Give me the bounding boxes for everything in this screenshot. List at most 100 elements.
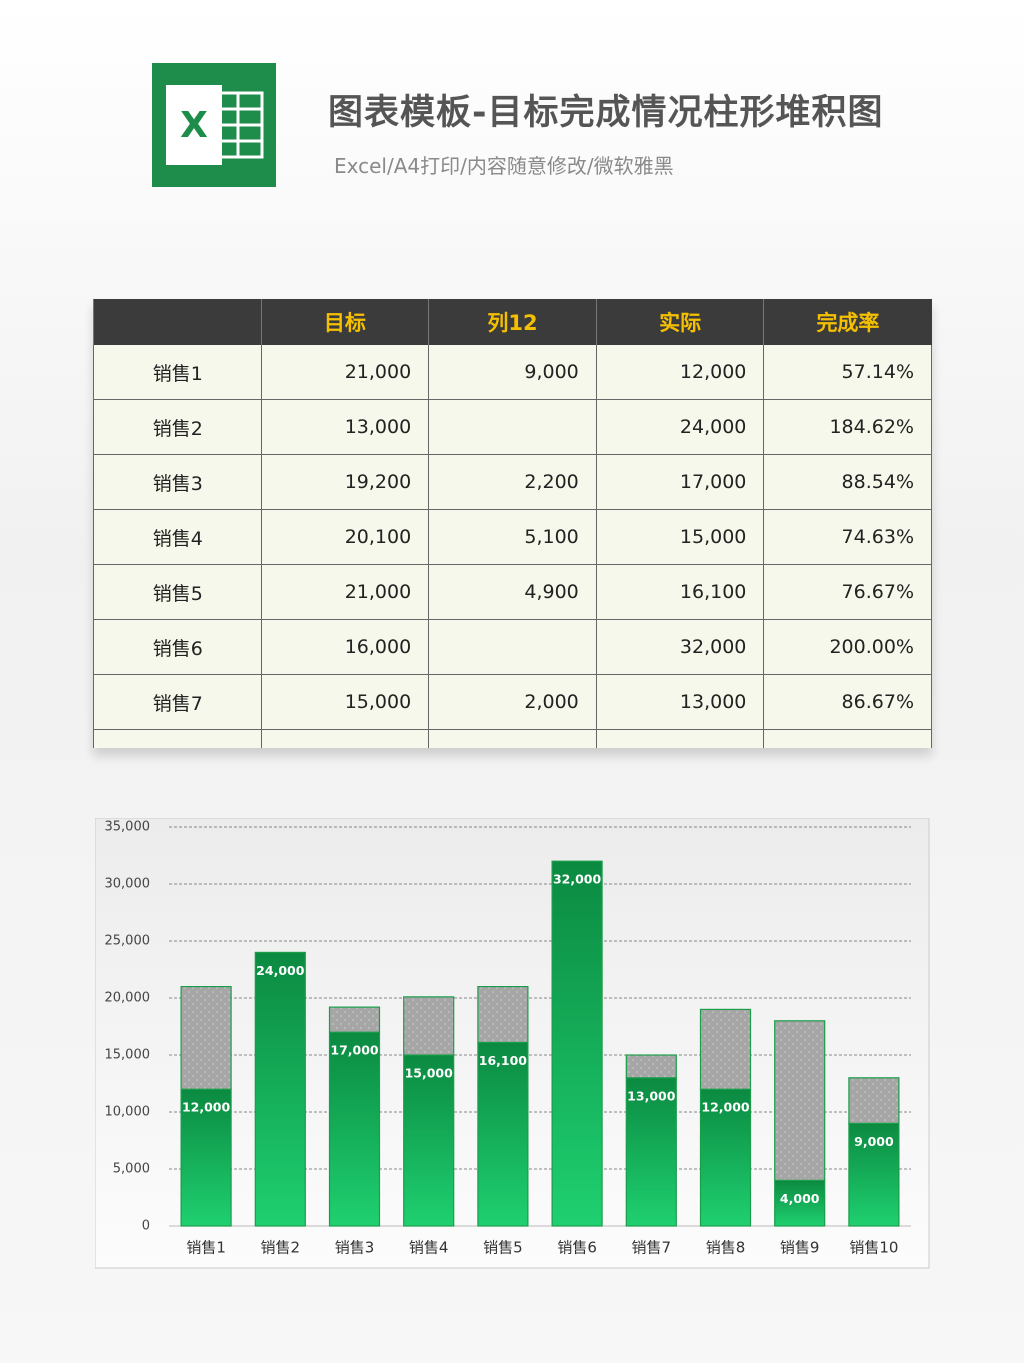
table-cell: 21,000 <box>260 564 430 620</box>
bar-segment <box>180 986 232 1090</box>
y-tick-label: 35,000 <box>105 820 151 835</box>
table-cell: 销售2 <box>93 399 262 455</box>
table-cell: 12,000 <box>595 729 765 748</box>
x-tick-label: 销售10 <box>849 1239 898 1257</box>
x-tick-label: 销售1 <box>186 1239 226 1257</box>
data-label: 4,000 <box>780 1191 820 1206</box>
table-cell: 57.14% <box>763 345 932 400</box>
column-header: 目标 <box>260 299 429 345</box>
bar-segment <box>254 951 306 1227</box>
table-cell: 销售8 <box>93 729 262 748</box>
y-tick-label: 25,000 <box>105 934 151 949</box>
table-cell: 17,000 <box>595 454 765 510</box>
column-header: 列12 <box>428 299 597 345</box>
table-cell: 21,000 <box>260 345 430 400</box>
x-tick-label: 销售4 <box>409 1239 449 1257</box>
y-tick-label: 0 <box>142 1219 150 1234</box>
table-cell: 销售3 <box>93 454 262 510</box>
table-cell <box>428 399 597 455</box>
y-tick-label: 20,000 <box>105 991 151 1006</box>
bar-segment <box>699 1088 752 1227</box>
chart: 0 5,000 10,000 15,000 20,000 25,000 30,000 35,0… <box>95 818 930 1269</box>
subtitle: Excel/A4打印/内容随意修改/微软雅黑 <box>334 154 674 178</box>
data-label: 13,000 <box>627 1088 676 1103</box>
column-header: 实际 <box>595 299 764 345</box>
table-cell: 200.00% <box>763 619 932 675</box>
data-label: 9,000 <box>854 1134 894 1149</box>
bar-segment <box>477 1041 529 1227</box>
table-cell: 19,000 <box>260 729 430 748</box>
column-header <box>93 299 262 345</box>
table-row: 销售2 13,000 24,000 184.62% <box>93 399 932 455</box>
table-row: 销售5 21,000 4,900 16,100 76.67% <box>93 564 932 620</box>
bar-segment <box>403 1054 455 1227</box>
table-row: 销售7 15,000 2,000 13,000 86.67% <box>93 674 932 730</box>
bar-segment <box>551 860 603 1227</box>
x-tick-label: 销售6 <box>557 1239 597 1257</box>
bar-segment <box>774 1020 826 1182</box>
bar-segment <box>477 986 529 1044</box>
table-cell: 88.54% <box>763 454 932 510</box>
data-label: 32,000 <box>553 872 602 887</box>
table-cell: 9,000 <box>428 345 597 400</box>
table-cell: 15,000 <box>595 509 765 565</box>
column-header: 完成率 <box>763 299 932 345</box>
x-tick-label: 销售5 <box>483 1239 523 1257</box>
table-row: 销售3 19,200 2,200 17,000 88.54% <box>93 454 932 510</box>
table-cell: 15,000 <box>260 674 430 730</box>
bar-segment <box>328 1006 381 1033</box>
table-cell: 76.67% <box>763 564 932 620</box>
table-cell: 184.62% <box>763 399 932 455</box>
excel-logo: X <box>152 63 276 187</box>
y-tick-label: 5,000 <box>113 1162 150 1177</box>
table-cell: 63.16% <box>763 729 932 748</box>
x-tick-label: 销售7 <box>632 1239 672 1257</box>
table-row: 销售6 16,000 32,000 200.00% <box>93 619 932 675</box>
bar-segment <box>848 1122 900 1227</box>
table-cell: 2,000 <box>428 674 597 730</box>
y-tick-label: 10,000 <box>105 1105 151 1120</box>
data-label: 17,000 <box>330 1043 379 1058</box>
table-cell: 32,000 <box>595 619 765 675</box>
data-label: 15,000 <box>405 1066 454 1081</box>
table-cell: 24,000 <box>595 399 765 455</box>
table-row: 销售4 20,100 5,100 15,000 74.63% <box>93 509 932 565</box>
table-cell: 16,000 <box>260 619 430 675</box>
table-cell: 13,000 <box>260 399 430 455</box>
y-tick-label: 15,000 <box>105 1048 151 1063</box>
x-tick-label: 销售2 <box>261 1239 301 1257</box>
table-cell: 12,000 <box>595 345 765 400</box>
table-cell: 16,100 <box>595 564 765 620</box>
table-cell: 4,900 <box>428 564 597 620</box>
data-label: 24,000 <box>256 963 305 978</box>
table-row: 销售1 21,000 9,000 12,000 57.14% <box>93 345 932 400</box>
title: 图表模板-目标完成情况柱形堆积图 <box>328 93 884 133</box>
data-label: 12,000 <box>701 1100 750 1115</box>
table: 目标 列12 实际 完成率 销售1 21,000 9,000 12,000 57.14% 销售2 1… <box>93 299 932 748</box>
table-cell: 13,000 <box>595 674 765 730</box>
svg-text:X: X <box>180 105 208 146</box>
table-cell: 19,200 <box>260 454 430 510</box>
bar-segment <box>328 1031 381 1227</box>
table-cell: 7,000 <box>428 729 597 748</box>
bar-segment <box>774 1179 826 1227</box>
bar-segment <box>699 1008 752 1090</box>
bar-segment <box>625 1077 677 1227</box>
x-tick-label: 销售9 <box>780 1239 820 1257</box>
table-cell: 86.67% <box>763 674 932 730</box>
x-tick-label: 销售8 <box>706 1239 746 1257</box>
bar-segment <box>180 1088 232 1227</box>
table-cell: 20,100 <box>260 509 430 565</box>
bar-segment <box>625 1054 677 1079</box>
x-tick-label: 销售3 <box>335 1239 375 1257</box>
bar-segment <box>848 1077 900 1124</box>
table-cell: 销售6 <box>93 619 262 675</box>
table-cell: 销售5 <box>93 564 262 620</box>
table-cell: 2,200 <box>428 454 597 510</box>
table-cell <box>428 619 597 675</box>
table-cell: 销售1 <box>93 345 262 400</box>
table-cell: 销售7 <box>93 674 262 730</box>
logo-icon: X <box>166 85 264 165</box>
